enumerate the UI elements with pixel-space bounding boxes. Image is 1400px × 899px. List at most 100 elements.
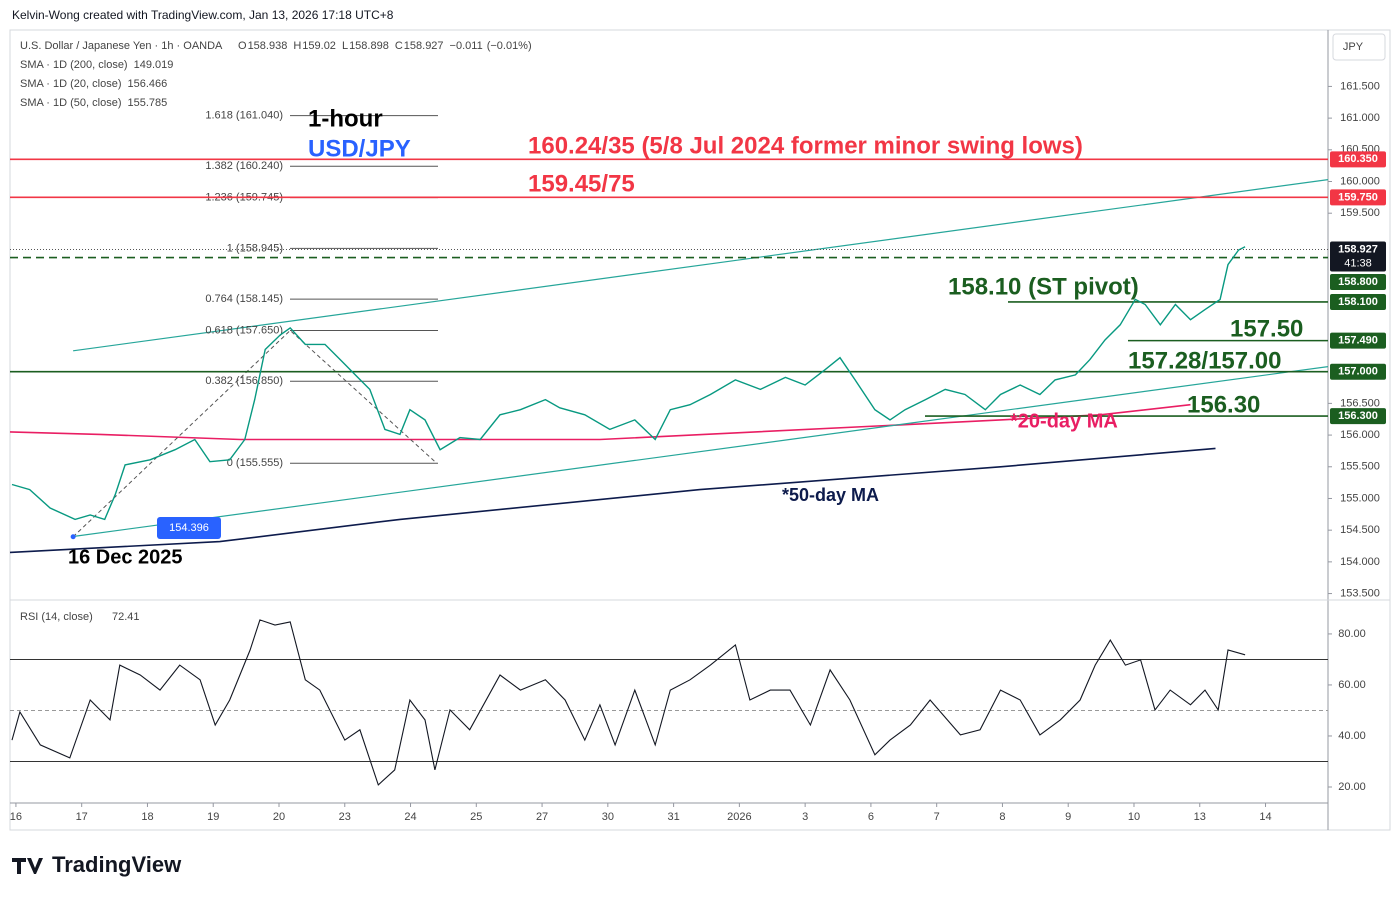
rsi-tick-label: 80.00 xyxy=(1338,628,1366,640)
annotation: 1-hour xyxy=(308,105,383,132)
x-tick-label: 8 xyxy=(999,811,1005,823)
y-tick-label: 154.000 xyxy=(1340,556,1380,568)
y-tick-label: 154.500 xyxy=(1340,524,1380,536)
x-tick-label: 30 xyxy=(602,811,614,823)
change-pct: (−0.01%) xyxy=(487,40,532,52)
price-line xyxy=(11,246,1246,521)
ohlc-value: 158.898 xyxy=(349,40,389,52)
annotation: 158.10 (ST pivot) xyxy=(948,273,1139,300)
x-tick-label: 17 xyxy=(76,811,88,823)
channel-line xyxy=(73,179,1329,352)
level-box xyxy=(1330,274,1386,290)
level-box xyxy=(1330,363,1386,380)
rsi-tick-label: 60.00 xyxy=(1338,679,1366,691)
level-box xyxy=(1330,293,1386,310)
annotation: *20-day MA xyxy=(1010,410,1118,432)
last-price-label: 158.927 xyxy=(1338,243,1378,255)
annotation: 156.30 xyxy=(1187,391,1260,418)
moving-average xyxy=(9,447,1216,554)
y-tick-label: 161.500 xyxy=(1340,80,1380,92)
indicator-value: 156.466 xyxy=(127,78,167,90)
x-tick-label: 10 xyxy=(1128,811,1140,823)
fib-path xyxy=(72,329,438,538)
indicator-value: 155.785 xyxy=(127,97,167,109)
x-tick-label: 24 xyxy=(404,811,416,823)
y-tick-label: 156.500 xyxy=(1340,397,1380,409)
swing-low-label: 154.396 xyxy=(169,522,209,534)
fib-label: 1.382 (160.240) xyxy=(205,160,283,172)
ohlc-value: 159.02 xyxy=(302,40,336,52)
y-tick-label: 156.000 xyxy=(1340,429,1380,441)
x-tick-label: 31 xyxy=(667,811,679,823)
ohlc-name: L xyxy=(342,40,348,52)
indicator-name: SMA · 1D (200, close) xyxy=(20,59,128,71)
level-box xyxy=(1330,332,1386,349)
y-tick-label: 155.500 xyxy=(1340,461,1380,473)
annotation: USD/JPY xyxy=(308,135,411,162)
rsi-last: 72.41 xyxy=(112,611,140,623)
fib-label: 0.618 (157.650) xyxy=(205,324,283,336)
rsi-line xyxy=(11,619,1246,786)
indicator-value: 149.019 xyxy=(134,59,174,71)
level-label: 160.350 xyxy=(1338,153,1378,165)
x-tick-label: 19 xyxy=(207,811,219,823)
level-label: 158.800 xyxy=(1338,276,1378,288)
x-tick-label: 7 xyxy=(934,811,940,823)
level-box xyxy=(1330,151,1386,168)
annotation: 157.50 xyxy=(1230,315,1303,342)
chart-frame xyxy=(9,29,1391,831)
ohlc-value: 158.927 xyxy=(404,40,444,52)
annotation: *50-day MA xyxy=(782,485,879,505)
level-label: 159.750 xyxy=(1338,191,1378,203)
indicator-name: SMA · 1D (50, close) xyxy=(20,97,121,109)
y-tick-label: 160.000 xyxy=(1340,175,1380,187)
level-label: 158.100 xyxy=(1338,296,1378,308)
credit: Kelvin-Wong created with TradingView.com… xyxy=(12,8,394,22)
change: −0.011 xyxy=(450,40,483,52)
rsi-tick-label: 20.00 xyxy=(1338,781,1366,793)
x-tick-label: 3 xyxy=(802,811,808,823)
level-box xyxy=(1330,408,1386,425)
x-tick-label: 18 xyxy=(141,811,153,823)
level-label: 156.300 xyxy=(1338,410,1378,422)
fib-label: 0 (155.555) xyxy=(227,457,283,469)
x-tick-label: 20 xyxy=(273,811,285,823)
swing-low-box xyxy=(157,517,221,539)
x-tick-label: 16 xyxy=(10,811,22,823)
fib-label: 1 (158.945) xyxy=(227,242,283,254)
annotation: 160.24/35 (5/8 Jul 2024 former minor swi… xyxy=(528,132,1083,159)
ohlc-name: C xyxy=(395,40,403,52)
x-tick-label: 25 xyxy=(470,811,482,823)
channel-line xyxy=(73,366,1329,538)
logo-mark xyxy=(12,858,43,874)
currency-box xyxy=(1332,33,1386,61)
y-tick-label: 153.500 xyxy=(1340,587,1380,599)
x-tick-label: 13 xyxy=(1194,811,1206,823)
indicator-name: SMA · 1D (20, close) xyxy=(20,78,121,90)
x-tick-label: 6 xyxy=(868,811,874,823)
fib-label: 0.764 (158.145) xyxy=(205,293,283,305)
x-tick-label: 27 xyxy=(536,811,548,823)
level-box xyxy=(1330,189,1386,206)
symbol: U.S. Dollar / Japanese Yen · 1h · OANDA xyxy=(20,40,223,52)
x-tick-label: 9 xyxy=(1065,811,1071,823)
y-tick-label: 159.500 xyxy=(1340,207,1380,219)
countdown: 41:38 xyxy=(1344,257,1372,269)
last-price-box xyxy=(1330,241,1386,272)
y-tick-label: 155.000 xyxy=(1340,492,1380,504)
level-label: 157.490 xyxy=(1338,335,1378,347)
ohlc-value: 158.938 xyxy=(248,40,288,52)
swing-low-point xyxy=(70,534,76,540)
annotation: 16 Dec 2025 xyxy=(68,546,183,568)
fib-label: 1.618 (161.040) xyxy=(205,109,283,121)
annotation: 157.28/157.00 xyxy=(1128,347,1281,374)
ohlc-name: H xyxy=(293,40,301,52)
annotation: 159.45/75 xyxy=(528,170,635,197)
currency: JPY xyxy=(1343,41,1364,53)
rsi-tick-label: 40.00 xyxy=(1338,730,1366,742)
y-tick-label: 161.000 xyxy=(1340,112,1380,124)
level-label: 157.000 xyxy=(1338,366,1378,378)
fib-label: 0.382 (156.850) xyxy=(205,375,283,387)
